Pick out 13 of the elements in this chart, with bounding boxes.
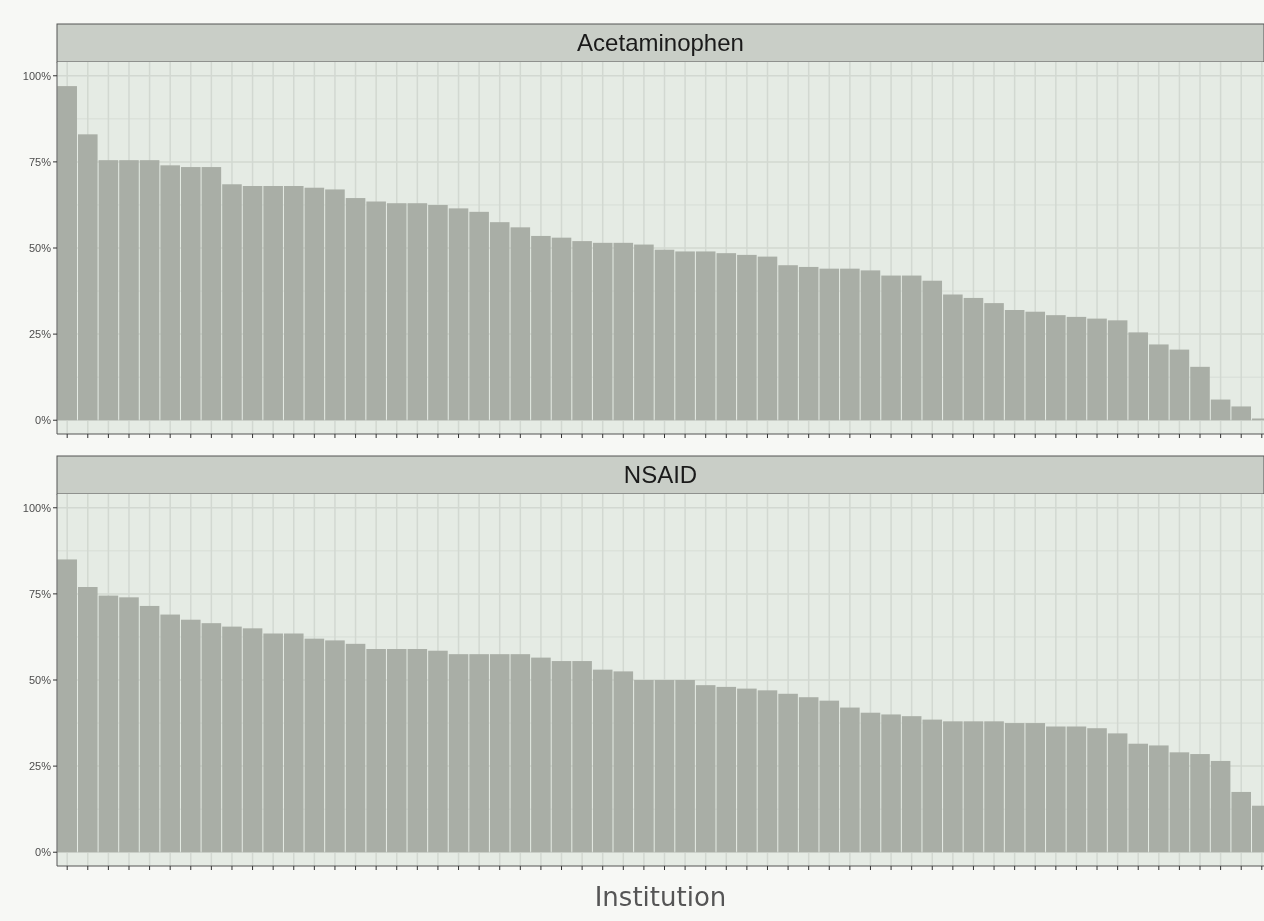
y-tick-label: 75% <box>28 587 52 600</box>
y-tick-label: 0% <box>35 414 52 427</box>
y-tick-label: 50% <box>28 674 52 686</box>
y-tick-label: 25% <box>28 760 52 773</box>
x-axis-title: Institution <box>594 882 727 912</box>
chart-title: Acetaminophen <box>577 29 744 56</box>
y-tick-label: 0% <box>35 846 52 859</box>
y-tick-label: 100% <box>22 69 52 82</box>
y-tick-label: 75% <box>28 155 52 168</box>
y-tick-label: 25% <box>28 328 52 341</box>
chart-title: NSAID <box>623 461 698 488</box>
y-tick-label: 100% <box>22 501 52 514</box>
y-tick-label: 50% <box>28 242 52 254</box>
